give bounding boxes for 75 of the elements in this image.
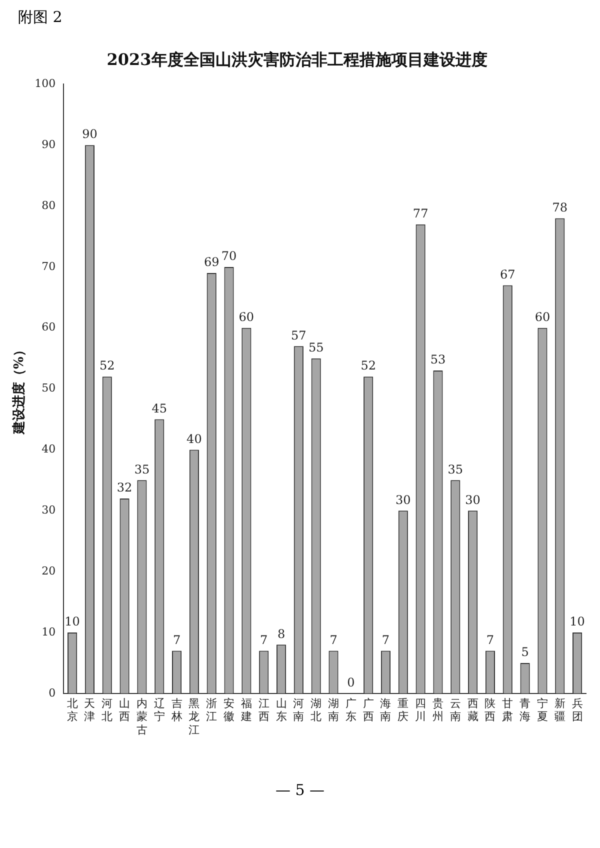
- x-tick-label: 吉林: [170, 696, 182, 724]
- y-tick-label: 80: [42, 198, 56, 212]
- data-label: 55: [308, 340, 324, 354]
- data-label: 30: [396, 492, 411, 507]
- x-tick-label: 福建: [240, 696, 252, 724]
- x-tick-label: 安徽: [224, 696, 235, 724]
- x-tick-label: 山东: [276, 696, 287, 724]
- data-label: 8: [277, 626, 286, 641]
- data-label: 90: [82, 127, 98, 142]
- x-tick-label: 北京: [66, 696, 78, 724]
- data-label: 57: [291, 328, 306, 342]
- y-tick-label: 40: [42, 442, 56, 456]
- x-tick-label: 河南: [293, 696, 304, 724]
- x-tick-label: 黑龙江: [188, 696, 200, 736]
- text: 附图 2: [18, 8, 64, 27]
- data-label: 35: [134, 462, 150, 476]
- x-tick-label: 西藏: [467, 696, 478, 724]
- data-label: 52: [360, 358, 376, 373]
- data-label: 70: [221, 249, 237, 264]
- chart-title: 2023年度全国山洪灾害防治非工程措施项目建设进度: [106, 50, 488, 69]
- data-label: 10: [64, 614, 80, 629]
- x-tick-label: 兵团: [572, 696, 583, 724]
- y-tick-label: 10: [42, 625, 56, 638]
- data-label: 53: [430, 352, 446, 367]
- y-tick-label: 100: [34, 77, 56, 90]
- x-tick-label: 天津: [84, 696, 96, 724]
- x-tick-label: 四川: [415, 696, 426, 724]
- data-label: 78: [552, 200, 568, 214]
- x-tick-label: 浙江: [206, 696, 218, 724]
- x-tick-label: 云南: [450, 696, 461, 724]
- data-label: 7: [486, 632, 494, 647]
- x-tick-label: 江西: [258, 696, 270, 724]
- data-label: 7: [172, 632, 181, 647]
- x-tick-label: 新疆: [554, 696, 566, 724]
- data-label: 52: [99, 358, 115, 373]
- data-label: 7: [330, 632, 338, 647]
- x-tick-label: 陕西: [484, 696, 496, 724]
- data-label: 5: [521, 645, 529, 660]
- data-label: 60: [238, 310, 254, 324]
- data-label: 35: [448, 462, 464, 476]
- data-label: 10: [570, 614, 585, 629]
- data-label: 40: [186, 432, 202, 446]
- data-label: 30: [465, 492, 480, 507]
- x-tick-label: 广东: [345, 696, 356, 724]
- x-tick-label: 贵州: [432, 696, 444, 724]
- y-tick-label: 50: [42, 382, 56, 395]
- data-label: 7: [382, 632, 390, 647]
- data-label: 0: [347, 676, 355, 690]
- x-tick-label: 甘肃: [502, 696, 514, 724]
- x-tick-label: 内蒙古: [136, 696, 148, 736]
- text: — 5 —: [274, 781, 326, 799]
- y-tick-label: 20: [42, 564, 56, 578]
- x-tick-label: 辽宁: [154, 696, 165, 724]
- data-label: 77: [412, 206, 428, 220]
- x-tick-label: 河北: [102, 696, 113, 724]
- y-tick-label: 30: [42, 504, 56, 516]
- data-label: 69: [204, 255, 220, 270]
- x-tick-label: 湖南: [328, 696, 340, 724]
- x-tick-label: 青海: [520, 696, 531, 724]
- x-tick-label: 宁夏: [536, 696, 548, 724]
- y-tick-label: 60: [42, 320, 56, 334]
- y-tick-label: 0: [48, 686, 56, 700]
- x-tick-label: 广西: [362, 696, 374, 724]
- x-tick-label: 山西: [119, 696, 130, 724]
- y-tick-label: 90: [42, 138, 56, 151]
- data-label: 45: [152, 401, 168, 416]
- data-label: 67: [500, 267, 516, 282]
- x-tick-label: 湖北: [310, 696, 322, 724]
- x-tick-label: 海南: [380, 696, 392, 724]
- data-label: 60: [534, 310, 550, 324]
- y-tick-label: 70: [42, 260, 56, 273]
- y-axis-title: 建设进度（%）: [11, 344, 28, 435]
- x-tick-label: 重庆: [398, 696, 409, 724]
- data-label: 7: [260, 632, 268, 647]
- data-label: 32: [116, 480, 132, 495]
